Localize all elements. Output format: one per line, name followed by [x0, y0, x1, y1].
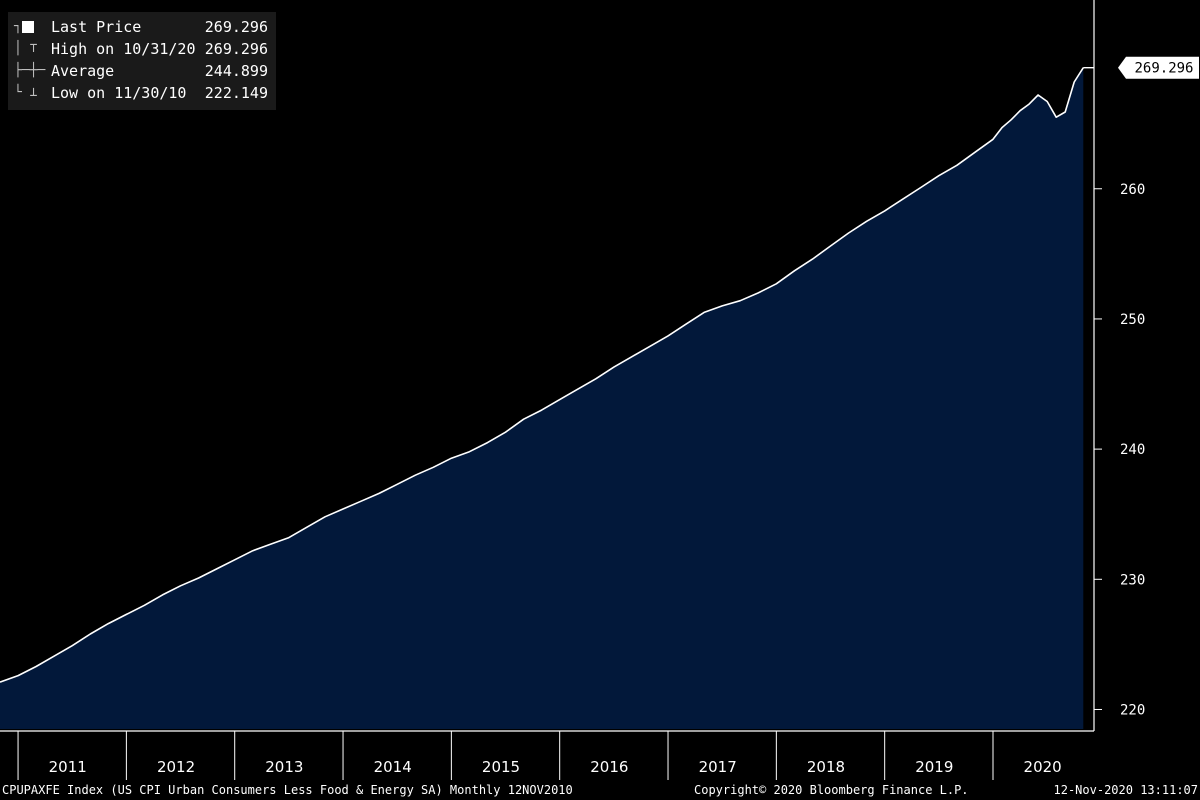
y-tick-label: 230: [1120, 572, 1145, 588]
last-price-layer: 269.296: [1083, 56, 1199, 79]
footer-copyright: Copyright© 2020 Bloomberg Finance L.P.: [694, 783, 969, 797]
area-layer: [0, 67, 1084, 729]
x-tick-label: 2013: [265, 758, 303, 776]
high-bracket-icon: │ ⊤: [14, 41, 38, 56]
legend-label: Last Price: [51, 18, 142, 36]
x-tick-label: 2019: [915, 758, 953, 776]
line-layer: [0, 67, 1084, 683]
low-bracket-icon: └ ⊥: [14, 85, 38, 100]
y-tick-label: 250: [1120, 312, 1145, 328]
x-tick-label: 2020: [1024, 758, 1062, 776]
x-tick-label: 2017: [699, 758, 737, 776]
y-tick-layer: 220 230 240 250 260: [1094, 182, 1145, 718]
legend-row-high: │ ⊤ High on 10/31/20 269.296: [8, 38, 276, 60]
footer-index-description: CPUPAXFE Index (US CPI Urban Consumers L…: [2, 783, 573, 797]
x-tick-label: 2016: [590, 758, 628, 776]
legend-row-low: └ ⊥ Low on 11/30/10 222.149: [8, 82, 276, 104]
last-price-tag: [1118, 56, 1199, 79]
legend-value: 269.296: [204, 40, 268, 58]
footer: CPUPAXFE Index (US CPI Urban Consumers L…: [0, 780, 1200, 800]
legend-row-last-price: ┐ Last Price 269.296: [8, 16, 276, 38]
x-tick-layer: 2011 2012 2013 2014 2015 2016 2017 2018 2019 2020: [17, 731, 1062, 780]
y-tick-label: 240: [1120, 442, 1145, 458]
x-tick-label: 2012: [157, 758, 195, 776]
footer-timestamp: 12-Nov-2020 13:11:07: [1053, 783, 1199, 797]
price-line: [0, 67, 1084, 683]
y-tick-label: 220: [1120, 702, 1145, 718]
legend-value: 269.296: [204, 18, 268, 36]
white-square-icon: [22, 21, 34, 33]
legend: ┐ Last Price 269.296 │ ⊤ High on 10/31/2…: [8, 12, 276, 110]
y-tick-label: 260: [1120, 182, 1145, 198]
x-tick-label: 2011: [49, 758, 87, 776]
average-line-icon: ├─┼─: [14, 63, 46, 78]
legend-value: 244.899: [204, 62, 268, 80]
legend-row-average: ├─┼─ Average 244.899: [8, 60, 276, 82]
x-tick-label: 2018: [807, 758, 845, 776]
x-tick-label: 2015: [482, 758, 520, 776]
legend-bracket-icon: ┐: [14, 19, 22, 34]
legend-value: 222.149: [204, 84, 268, 102]
axis-layer: [0, 0, 1095, 732]
legend-label: High on 10/31/20: [51, 40, 196, 58]
legend-label: Average: [51, 62, 115, 80]
last-price-label: 269.296: [1134, 61, 1193, 77]
x-tick-label: 2014: [374, 758, 412, 776]
legend-label: Low on 11/30/10: [51, 84, 187, 102]
price-area: [0, 67, 1084, 729]
